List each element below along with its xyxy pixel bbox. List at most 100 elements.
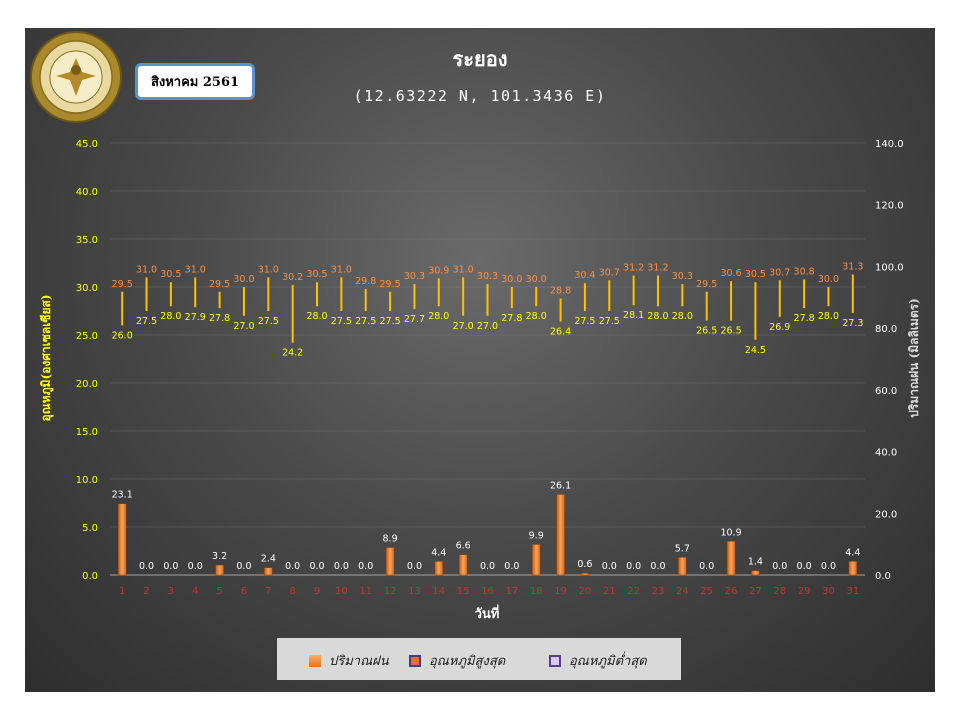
rain-value-label: 4.4	[431, 547, 446, 558]
min-temp-label: 26.5	[720, 326, 741, 337]
rain-bar	[458, 554, 468, 576]
min-temp-label: 28.0	[818, 311, 839, 322]
max-temp-label: 31.0	[453, 264, 474, 275]
right-tick-label: 80.0	[875, 324, 897, 335]
x-axis-title: วันที่	[475, 604, 500, 622]
left-tick-label: 25.0	[76, 331, 98, 342]
period-label: สิงหาคม 2561	[135, 63, 255, 100]
rainfall-bars: 23.1 0.0 0.0 0.0 3.2 0.0 2.4 0.0 0.0 0.0 0.0 8.9 0.0…	[112, 480, 860, 576]
min-temp-label: 27.8	[209, 313, 230, 324]
rain-value-label: 0.0	[163, 561, 178, 572]
max-temp-label: 30.7	[599, 267, 620, 278]
min-temp-label: 28.0	[306, 311, 327, 322]
max-temp-label: 30.5	[306, 269, 327, 280]
min-temp-label: 24.2	[282, 348, 303, 359]
min-temp-label: 27.7	[404, 314, 425, 325]
rain-value-label: 0.0	[236, 561, 251, 572]
rain-value-label: 23.1	[112, 490, 133, 501]
rain-value-label: 8.9	[383, 534, 398, 545]
rain-value-label: 3.2	[212, 551, 227, 562]
max-temp-label: 30.5	[745, 269, 766, 280]
rain-value-label: 0.0	[650, 561, 665, 572]
max-temp-label: 29.8	[355, 276, 376, 287]
min-temp-label: 27.0	[453, 321, 474, 332]
max-temp-label: 30.3	[404, 271, 425, 282]
legend-item-max: อุณหภูมิสูงสุด	[409, 650, 505, 671]
rain-bar	[580, 572, 590, 576]
right-tick-label: 40.0	[875, 448, 897, 459]
min-temp-label: 27.8	[501, 313, 522, 324]
left-tick-label: 10.0	[76, 475, 98, 486]
min-temp-label: 26.9	[769, 322, 790, 333]
chart-area	[25, 28, 935, 692]
rain-bar	[751, 570, 760, 576]
legend-swatch-rain	[309, 654, 321, 667]
min-temp-label: 27.9	[185, 312, 206, 323]
y-axis-left-title: อุณหภูมิ(องศาเซลเซียส)	[39, 294, 54, 421]
x-tick-label: 5	[216, 586, 222, 597]
rain-bar	[848, 561, 858, 576]
x-tick-label: 26	[725, 586, 738, 597]
min-temp-label: 27.5	[258, 316, 279, 327]
min-temp-label: 27.5	[355, 316, 376, 327]
max-temp-label: 30.8	[794, 266, 815, 277]
left-tick-label: 35.0	[76, 235, 98, 246]
x-tick-label: 6	[241, 586, 247, 597]
x-tick-label: 29	[798, 586, 811, 597]
x-tick-label: 24	[676, 586, 689, 597]
max-temp-label: 30.0	[233, 274, 254, 285]
x-tick-label: 31	[846, 586, 859, 597]
max-temp-label: 30.0	[526, 274, 547, 285]
min-temp-label: 28.0	[160, 311, 181, 322]
x-tick-label: 17	[505, 586, 518, 597]
rain-value-label: 0.0	[334, 561, 349, 572]
left-tick-label: 45.0	[76, 139, 98, 150]
rain-bar	[117, 503, 127, 576]
rain-value-label: 26.1	[550, 480, 571, 491]
right-tick-label: 120.0	[875, 201, 904, 212]
min-temp-label: 28.0	[672, 311, 693, 322]
x-tick-label: 4	[192, 586, 198, 597]
max-temp-label: 30.4	[574, 270, 595, 281]
max-temp-label: 30.2	[282, 272, 303, 283]
x-tick-label: 30	[822, 586, 835, 597]
rain-bar	[678, 557, 687, 576]
rain-value-label: 0.0	[188, 561, 203, 572]
right-axis: 0.0 20.0 40.0 60.0 80.0 100.0 120.0 140.0	[875, 139, 904, 582]
min-temp-label: 27.5	[136, 316, 157, 327]
rain-value-label: 0.0	[797, 561, 812, 572]
left-tick-label: 30.0	[76, 283, 98, 294]
rain-value-label: 6.6	[456, 541, 471, 552]
rain-value-label: 0.0	[358, 561, 373, 572]
rain-value-label: 0.0	[626, 561, 641, 572]
rain-bar	[215, 564, 224, 576]
x-axis: 1 2 3 4 5 6 7 8 9 10 11 12 13 14 15 16 17 18 19 20 21 22 23 24 2…	[119, 586, 859, 597]
rain-value-label: 0.0	[821, 561, 836, 572]
max-temp-label: 30.0	[501, 274, 522, 285]
rain-value-label: 1.4	[748, 557, 763, 568]
min-temp-label: 26.0	[112, 330, 133, 341]
max-temp-label: 29.5	[380, 279, 401, 290]
left-axis: 0.0 5.0 10.0 15.0 20.0 25.0 30.0 35.0 40.0 45.0	[76, 139, 98, 582]
department-logo	[30, 31, 122, 123]
rain-value-label: 5.7	[675, 543, 690, 554]
min-temp-label: 27.5	[574, 316, 595, 327]
max-temp-label: 31.2	[647, 262, 668, 273]
min-temp-label: 24.5	[745, 345, 766, 356]
x-tick-label: 18	[530, 586, 543, 597]
max-temp-label: 29.5	[696, 279, 717, 290]
max-temp-label: 30.5	[160, 269, 181, 280]
rain-bar	[726, 541, 736, 576]
rain-value-label: 0.0	[285, 561, 300, 572]
left-tick-label: 0.0	[82, 571, 98, 582]
gridlines	[110, 142, 865, 576]
x-tick-label: 12	[384, 586, 397, 597]
max-temp-label: 28.8	[550, 286, 571, 297]
legend: ปริมาณฝน อุณหภูมิสูงสุด อุณหภูมิต่ำสุด	[277, 638, 681, 680]
rain-value-label: 0.6	[577, 559, 592, 570]
legend-swatch-max	[409, 654, 421, 667]
x-tick-label: 15	[457, 586, 470, 597]
legend-item-min: อุณหภูมิต่ำสุด	[549, 650, 647, 671]
rain-value-label: 0.0	[407, 561, 422, 572]
